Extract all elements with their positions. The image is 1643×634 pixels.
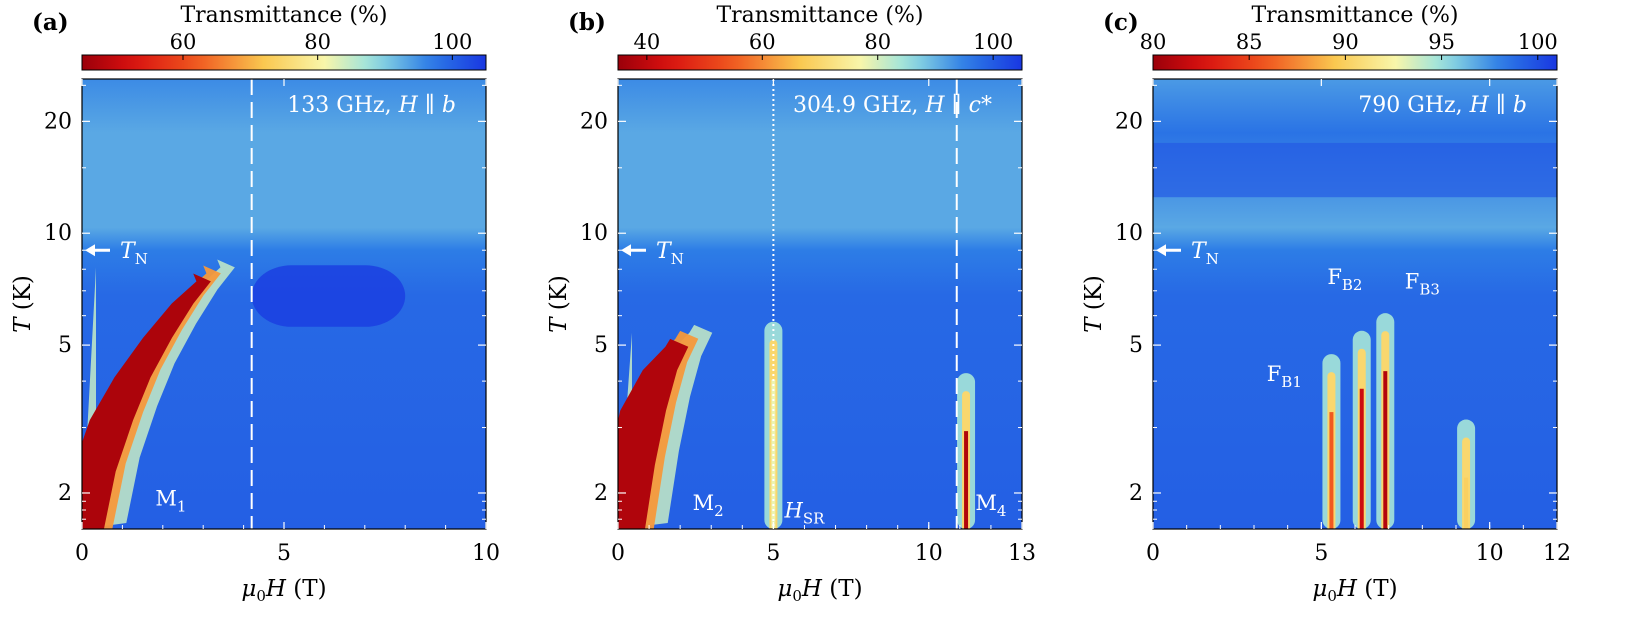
dark-blue-region <box>251 265 406 327</box>
colorbar-tick-label: 90 <box>1332 30 1359 54</box>
y-tick-label: 2 <box>594 481 608 506</box>
colorbar-title: Transmittance (%) <box>180 3 387 28</box>
heatmap-a <box>82 79 486 529</box>
x-axis-label: μ0H (T) <box>241 576 326 605</box>
colorbar-tick-label: 60 <box>170 30 197 54</box>
tn-arrowhead <box>1156 244 1166 257</box>
colorbar <box>81 54 487 71</box>
x-tick-label: 10 <box>915 541 943 566</box>
y-tick-label: 20 <box>44 109 72 134</box>
mode-label: M2 <box>693 491 724 520</box>
mode-label: HSR <box>784 498 826 527</box>
colorbar-title: Transmittance (%) <box>716 3 923 28</box>
tn-label: TN <box>1191 239 1219 268</box>
colorbar-tick-label: 85 <box>1236 30 1263 54</box>
y-axis-label: T (K) <box>10 275 36 333</box>
panel-b: 0 5 10 13 2 5 10 20 μ0H (T) T (K) (b) 40 60 80 100 Tran… <box>546 3 1036 605</box>
panel-label: (b) <box>568 9 606 36</box>
x-tick-label: 13 <box>1008 541 1036 566</box>
colorbar-tick-label: 80 <box>864 30 891 54</box>
absorption-core <box>618 338 689 529</box>
y-tick-label: 10 <box>580 221 608 246</box>
tn-arrowhead <box>85 244 95 257</box>
y-tick-label: 10 <box>1115 221 1143 246</box>
tn-arrowhead <box>621 244 631 257</box>
plot-frame <box>617 78 1023 530</box>
colorbar <box>1152 54 1558 71</box>
colorbar-tick-label: 100 <box>1518 30 1558 54</box>
mode-line-core <box>1383 371 1388 529</box>
x-axis-label: μ0H (T) <box>777 576 862 605</box>
panel-a: 0 5 10 2 5 10 20 μ0H (T) T (K) (a) 60 80 100 Transmit… <box>10 3 500 605</box>
y-tick-label: 2 <box>58 481 72 506</box>
y-tick-label: 5 <box>594 333 608 358</box>
x-tick-label: 10 <box>1476 541 1504 566</box>
x-tick-label: 0 <box>75 541 89 566</box>
x-tick-label: 5 <box>766 541 780 566</box>
colorbar <box>617 54 1023 71</box>
colorbar-tick-label: 100 <box>432 30 472 54</box>
colorbar-tick-label: 100 <box>973 30 1013 54</box>
x-tick-label: 12 <box>1543 541 1571 566</box>
x-tick-label: 0 <box>611 541 625 566</box>
heatmap-b <box>618 79 1022 529</box>
mode-line-core <box>1359 388 1364 529</box>
y-tick-label: 5 <box>1129 333 1143 358</box>
mode-line-core <box>1464 477 1469 529</box>
y-tick-label: 10 <box>44 221 72 246</box>
mode-label: M1 <box>155 487 186 516</box>
mode-line-core <box>1329 412 1334 529</box>
y-axis-label: T (K) <box>1081 275 1107 333</box>
x-tick-label: 10 <box>472 541 500 566</box>
x-axis-label: μ0H (T) <box>1312 576 1397 605</box>
x-tick-label: 0 <box>1146 541 1160 566</box>
y-tick-label: 5 <box>58 333 72 358</box>
colorbar-tick-label: 40 <box>633 30 660 54</box>
panel-c: 0 5 10 12 2 5 10 20 μ0H (T) T (K) (c)80 85 90 95 100 Tr… <box>1081 3 1571 605</box>
y-tick-label: 20 <box>1115 109 1143 134</box>
frequency-annotation: 790 GHz, H ∥ b <box>1358 93 1527 118</box>
frequency-annotation: 133 GHz, H ∥ b <box>287 93 456 118</box>
tn-label: TN <box>656 239 684 268</box>
x-tick-label: 5 <box>277 541 291 566</box>
y-tick-label: 2 <box>1129 481 1143 506</box>
tn-label: TN <box>120 239 148 268</box>
colorbar-title: Transmittance (%) <box>1251 3 1458 28</box>
panel-label: (a) <box>32 9 69 36</box>
frequency-annotation: 304.9 GHz, H ∥ c* <box>793 93 992 118</box>
colorbar-tick-label: 80 <box>304 30 331 54</box>
colorbar-tick-label: 60 <box>749 30 776 54</box>
mode-label: FB1 <box>1267 362 1302 391</box>
absorption-core <box>82 273 211 529</box>
panel-label: (c) <box>1103 9 1139 36</box>
heatmap-c <box>1153 79 1557 529</box>
mode-label: M4 <box>975 491 1006 520</box>
mode-line-core <box>964 431 969 529</box>
x-tick-label: 5 <box>1314 541 1328 566</box>
mode-label: FB2 <box>1327 265 1362 294</box>
y-axis-label: T (K) <box>546 275 572 333</box>
y-tick-label: 20 <box>580 109 608 134</box>
mode-label: FB3 <box>1405 269 1440 298</box>
colorbar-tick-label: 80 <box>1140 30 1167 54</box>
colorbar-tick-label: 95 <box>1428 30 1455 54</box>
